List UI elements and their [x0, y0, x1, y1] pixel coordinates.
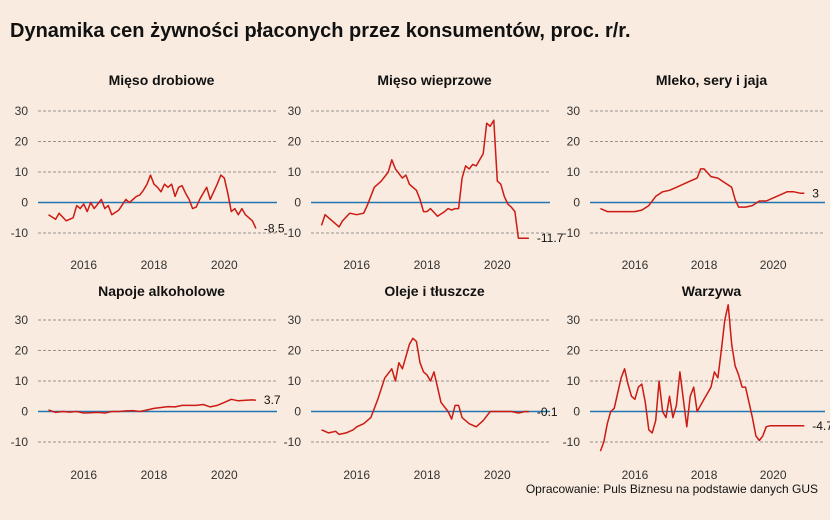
end-value-label: -11.7: [537, 231, 564, 245]
y-tick-label: 0: [294, 196, 301, 210]
x-tick-label: 2020: [484, 468, 511, 482]
panel-4: Napoje alkoholowe -10 0 10 20 30 2016 2018 2020 3…: [11, 283, 281, 482]
x-tick-label: 2018: [141, 468, 168, 482]
x-tick-label: 2018: [414, 258, 441, 272]
series-line: [48, 174, 257, 229]
y-tick-label: 30: [15, 104, 29, 118]
end-value-label: -4.7: [812, 419, 830, 433]
y-tick-label: -10: [11, 435, 29, 449]
y-tick-label: 20: [567, 135, 581, 149]
y-tick-label: 20: [567, 344, 581, 358]
y-tick-label: 30: [288, 313, 302, 327]
y-tick-label: 10: [15, 165, 29, 179]
y-tick-label: 0: [573, 405, 580, 419]
x-tick-label: 2020: [484, 258, 511, 272]
y-tick-label: 30: [567, 104, 581, 118]
x-tick-label: 2016: [622, 258, 649, 272]
panel-title: Mleko, sery i jaja: [656, 72, 767, 88]
y-tick-label: 0: [21, 196, 28, 210]
y-tick-label: 30: [567, 313, 581, 327]
x-tick-label: 2016: [343, 258, 370, 272]
series-line: [48, 398, 256, 414]
y-tick-label: 10: [567, 165, 581, 179]
x-tick-label: 2016: [343, 468, 370, 482]
end-value-label: 3: [812, 186, 819, 200]
y-tick-label: 20: [288, 344, 302, 358]
y-tick-label: 20: [15, 344, 29, 358]
y-tick-label: 0: [573, 196, 580, 210]
x-tick-label: 2018: [141, 258, 168, 272]
panel-title: Warzywa: [682, 283, 742, 299]
x-tick-label: 2020: [211, 258, 238, 272]
end-value-label: -0.1: [537, 405, 558, 419]
x-tick-label: 2018: [414, 468, 441, 482]
x-tick-label: 2020: [760, 258, 787, 272]
y-tick-label: 10: [288, 165, 302, 179]
x-tick-label: 2016: [622, 468, 649, 482]
x-tick-label: 2016: [70, 468, 97, 482]
source-note: Opracowanie: Puls Biznesu na podstawie d…: [525, 482, 818, 496]
y-tick-label: 10: [567, 374, 581, 388]
y-tick-label: 0: [21, 405, 28, 419]
x-tick-label: 2020: [760, 468, 787, 482]
panel-title: Mięso drobiowe: [109, 72, 215, 88]
end-value-label: 3.7: [264, 393, 281, 407]
panel-6: Warzywa -10 0 10 20 30 2016 2018 2020 -4.7: [563, 283, 830, 482]
panel-title: Napoje alkoholowe: [98, 283, 225, 299]
y-tick-label: 30: [288, 104, 302, 118]
panel-5: Oleje i tłuszcze -10 0 10 20 30 2016 2018 2020 -0…: [284, 283, 558, 482]
panel-title: Mięso wieprzowe: [377, 72, 492, 88]
y-tick-label: 20: [288, 135, 302, 149]
x-tick-label: 2018: [691, 258, 718, 272]
x-tick-label: 2016: [70, 258, 97, 272]
y-tick-label: -10: [563, 435, 581, 449]
panel-2: Mięso wieprzowe -10 0 10 20 30 2016 2018 2020 -11…: [284, 72, 564, 272]
y-tick-label: 20: [15, 135, 29, 149]
y-tick-label: -10: [284, 435, 302, 449]
y-tick-label: -10: [563, 226, 581, 240]
panel-3: Mleko, sery i jaja -10 0 10 20 30 2016 2018 2020…: [563, 72, 825, 272]
y-tick-label: 0: [294, 405, 301, 419]
series-line: [321, 337, 529, 436]
series-line: [600, 168, 805, 213]
y-tick-label: 10: [288, 374, 302, 388]
y-tick-label: -10: [284, 226, 302, 240]
y-tick-label: 30: [15, 313, 29, 327]
y-tick-label: -10: [11, 226, 29, 240]
end-value-label: -8.5: [264, 221, 285, 235]
series-line: [599, 304, 805, 452]
page-title: Dynamika cen żywności płaconych przez ko…: [10, 20, 631, 42]
panel-1: Mięso drobiowe -10 0 10 20 30 2016 2018 2020 -8.5: [11, 72, 285, 272]
x-tick-label: 2018: [691, 468, 718, 482]
series-line: [320, 119, 529, 239]
panel-title: Oleje i tłuszcze: [384, 283, 485, 299]
y-tick-label: 10: [15, 374, 29, 388]
x-tick-label: 2020: [211, 468, 238, 482]
